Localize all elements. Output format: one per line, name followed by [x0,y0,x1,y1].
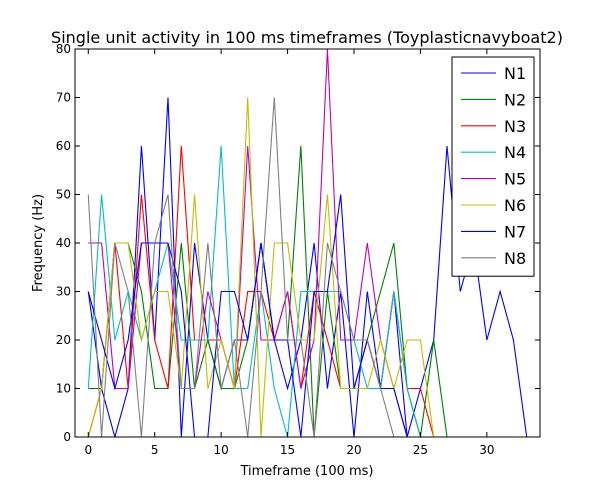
y-tick-label: 70 [56,91,71,105]
legend-label-n5: N5 [504,170,526,189]
y-tick-label: 80 [56,42,71,56]
chart-title: Single unit activity in 100 ms timeframe… [51,28,563,47]
x-tick-label: 0 [84,443,92,457]
legend-label-n6: N6 [504,196,526,215]
y-tick-label: 20 [56,333,71,347]
series-line-n4 [87,145,527,437]
y-tick-label: 40 [56,236,71,250]
legend-label-n3: N3 [504,117,526,136]
x-tick-label: 15 [280,443,295,457]
y-tick-label: 30 [56,285,71,299]
legend-label-n2: N2 [504,90,526,109]
series-line-n6 [87,97,527,437]
legend-label-n1: N1 [504,64,526,83]
legend-label-n8: N8 [504,249,526,268]
legend-box [451,56,535,277]
y-tick-label: 10 [56,382,71,396]
x-tick-label: 20 [346,443,361,457]
legend-label-n4: N4 [504,143,526,162]
legend: N1 N2 N3 N4 N5 N6 N7 N8 [451,56,535,277]
plot-area: 0 5 10 15 20 25 30 0 10 20 30 40 50 60 70 80 [56,42,541,457]
x-tick-label: 25 [413,443,428,457]
x-tick-label: 10 [214,443,229,457]
x-tick-label: 30 [479,443,494,457]
series-line-n7 [87,194,527,437]
y-tick-label: 0 [63,430,71,444]
y-axis-label: Frequency (Hz) [31,194,46,292]
series-line-n8 [87,97,527,437]
y-tick-label: 60 [56,139,71,153]
series-group [87,49,528,437]
legend-label-n7: N7 [504,222,526,241]
x-tick-label: 5 [151,443,159,457]
y-tick-label: 50 [56,188,71,202]
x-axis-label: Timeframe (100 ms) [239,464,373,479]
